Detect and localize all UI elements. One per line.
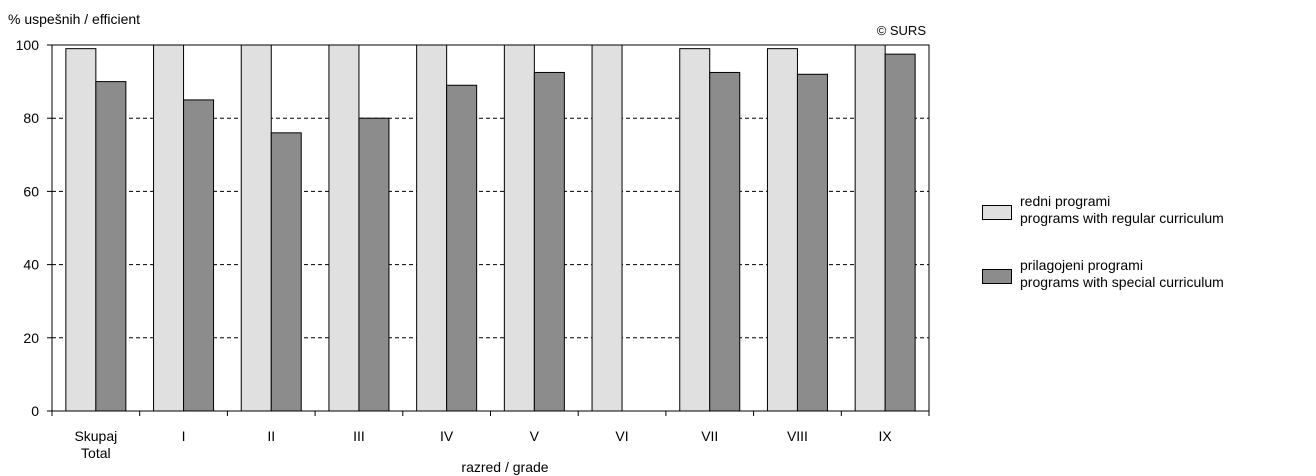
x-tick-label: IV <box>440 428 454 444</box>
legend-label-special-en: programs with special curriculum <box>1020 274 1224 290</box>
bar-series-0-cat-2 <box>240 44 272 412</box>
x-tick-label: VII <box>701 428 718 444</box>
bar-series-0-cat-5 <box>503 44 535 412</box>
y-tick-labels: 0 20 40 60 80 100 <box>16 37 40 419</box>
legend-label-regular-sl: redni programi <box>1020 193 1111 209</box>
legend-label-regular-en: programs with regular curriculum <box>1020 210 1224 226</box>
bar-series-0-cat-0 <box>65 48 97 412</box>
legend-item-special: prilagojeni programi programs with speci… <box>980 257 1316 297</box>
y-axis-label: % uspešnih / efficient <box>8 11 140 27</box>
legend-swatch-special <box>982 269 1012 284</box>
legend-label-special-sl: prilagojeni programi <box>1020 257 1143 273</box>
copyright-note: © SURS <box>877 23 927 38</box>
legend-label-special: prilagojeni programi programs with speci… <box>1020 257 1224 291</box>
bar-series-0-cat-6 <box>591 44 623 412</box>
y-tick-label-20: 20 <box>23 330 39 346</box>
x-tick-label: IX <box>879 428 893 444</box>
legend-item-regular: redni programi programs with regular cur… <box>980 193 1316 233</box>
bar-series-1-cat-8 <box>796 73 828 412</box>
bar-series-0-cat-7 <box>679 48 711 412</box>
bars <box>65 44 916 412</box>
x-tick-label: II <box>267 428 275 444</box>
bar-series-0-cat-9 <box>854 44 886 412</box>
y-tick-label-80: 80 <box>23 110 39 126</box>
bar-series-0-cat-8 <box>766 48 798 412</box>
bar-series-1-cat-5 <box>533 71 565 412</box>
y-tick-label-0: 0 <box>31 403 39 419</box>
bar-series-1-cat-1 <box>183 99 215 412</box>
x-tick-label: Skupaj <box>74 428 117 444</box>
bar-series-1-cat-2 <box>270 132 302 412</box>
legend-swatch-regular <box>982 205 1012 220</box>
y-tick-label-100: 100 <box>16 37 40 53</box>
x-tick-label: VIII <box>787 428 808 444</box>
x-tick-label: III <box>353 428 365 444</box>
axis-ticks <box>47 44 930 416</box>
x-tick-label: V <box>530 428 540 444</box>
bar-series-1-cat-7 <box>709 71 741 412</box>
legend-label-regular: redni programi programs with regular cur… <box>1020 193 1224 227</box>
bar-series-1-cat-0 <box>95 81 127 412</box>
bar-series-0-cat-4 <box>416 44 448 412</box>
bar-series-0-cat-3 <box>328 44 360 412</box>
bar-series-1-cat-4 <box>446 84 478 412</box>
x-tick-label: I <box>182 428 186 444</box>
y-tick-label-60: 60 <box>23 183 39 199</box>
x-tick-label: Total <box>81 445 111 461</box>
x-tick-label: VI <box>615 428 628 444</box>
bar-series-1-cat-3 <box>358 117 390 412</box>
x-axis-label: razred / grade <box>461 459 548 475</box>
bar-series-1-cat-9 <box>884 53 916 412</box>
y-tick-label-40: 40 <box>23 257 39 273</box>
bar-series-0-cat-1 <box>153 44 185 412</box>
